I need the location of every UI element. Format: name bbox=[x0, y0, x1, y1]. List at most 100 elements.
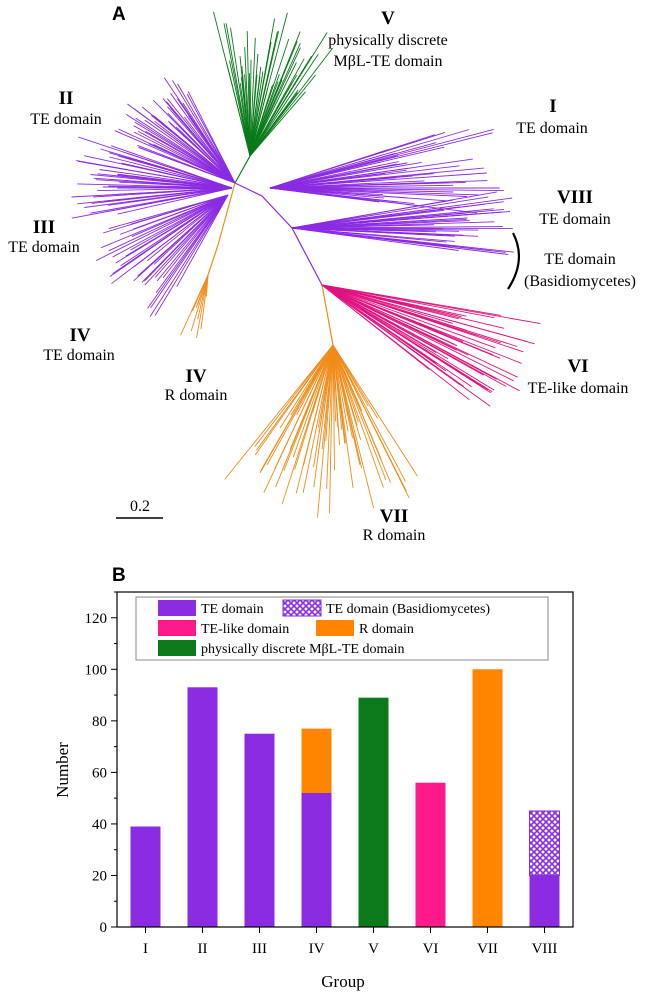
tree-branch bbox=[137, 144, 236, 184]
legend-entry: TE domain bbox=[158, 600, 264, 617]
backbone-r-vii bbox=[321, 284, 334, 346]
clade-numeral: IV bbox=[185, 366, 206, 387]
y-axis: 0 20 40 60 80 100 120 bbox=[85, 591, 117, 936]
clade-label-IV-te: IV TE domain bbox=[43, 325, 115, 364]
tree-branch bbox=[332, 344, 408, 492]
tree-branch bbox=[259, 344, 334, 474]
clade-numeral: VII bbox=[380, 506, 409, 527]
tree-branch bbox=[321, 284, 524, 353]
x-tick-label: VII bbox=[477, 941, 498, 957]
tree-branch bbox=[291, 227, 450, 248]
clade-description: MβL-TE domain bbox=[333, 53, 442, 70]
phylogenetic-tree-panel: A I TE domain II TE domain III TE domain… bbox=[8, 4, 636, 544]
tree-branch bbox=[321, 284, 485, 376]
tree-branch bbox=[108, 194, 229, 230]
bar-I-series-0 bbox=[130, 826, 161, 927]
tree-branch bbox=[321, 344, 334, 450]
tree-branches bbox=[71, 11, 541, 518]
clade-label-II: II TE domain bbox=[30, 88, 102, 128]
tree-branch bbox=[77, 160, 233, 189]
tree-branch bbox=[224, 344, 334, 480]
tree-branch bbox=[321, 284, 491, 407]
legend-swatch bbox=[316, 620, 354, 636]
tree-branch bbox=[149, 194, 229, 317]
scale-bar-label: 0.2 bbox=[130, 498, 150, 515]
clade-numeral: VIII bbox=[557, 187, 593, 208]
tree-branch bbox=[291, 227, 455, 237]
tree-branch bbox=[110, 145, 233, 189]
bar-VIII-series-0 bbox=[529, 875, 560, 927]
clade-label-basidiomycetes: TE domain (Basidiomycetes) bbox=[507, 232, 636, 290]
clade-label-VIII: VIII TE domain bbox=[539, 187, 611, 228]
y-tick-label: 120 bbox=[85, 611, 108, 627]
legend-swatch bbox=[158, 600, 196, 616]
bar-VII-series-3 bbox=[472, 669, 503, 927]
tree-branch bbox=[133, 125, 236, 184]
tree-branch bbox=[326, 344, 334, 489]
legend-label: R domain bbox=[359, 622, 414, 637]
clade-label-I: I TE domain bbox=[516, 96, 588, 137]
tree-branch bbox=[321, 284, 520, 392]
branch-group-V bbox=[213, 11, 334, 157]
tree-branch bbox=[249, 62, 297, 157]
backbone-te bbox=[234, 182, 323, 286]
tree-branch bbox=[321, 284, 492, 394]
tree-branch bbox=[249, 74, 317, 157]
clade-numeral: II bbox=[59, 88, 74, 109]
clade-description: TE-like domain bbox=[528, 380, 629, 397]
clade-description: R domain bbox=[363, 527, 426, 544]
tree-branch bbox=[291, 203, 486, 229]
y-tick-label: 0 bbox=[100, 920, 108, 936]
x-tick-label: I bbox=[143, 941, 148, 957]
tree-branch bbox=[321, 284, 473, 388]
legend-swatch bbox=[158, 640, 196, 656]
tree-branch bbox=[77, 183, 233, 189]
tree-branch bbox=[291, 196, 489, 229]
tree-branch bbox=[274, 344, 334, 470]
tree-branch bbox=[180, 274, 209, 336]
tree-branch bbox=[291, 227, 455, 242]
bar-VIII-series-1 bbox=[529, 810, 560, 876]
bracket bbox=[507, 232, 520, 290]
clade-label-VII: VII R domain bbox=[363, 506, 426, 544]
tree-branch bbox=[269, 187, 380, 203]
tree-branch bbox=[90, 187, 233, 214]
bar-II-series-0 bbox=[187, 687, 218, 927]
tree-branch bbox=[101, 194, 229, 249]
tree-branch bbox=[132, 194, 229, 268]
tree-branch bbox=[167, 112, 236, 184]
clade-description: TE domain bbox=[30, 111, 102, 128]
y-axis-label: Number bbox=[53, 742, 72, 798]
legend-entry: R domain bbox=[316, 620, 414, 637]
y-tick-label: 20 bbox=[92, 868, 107, 884]
clade-description: TE domain bbox=[516, 120, 588, 137]
y-tick-label: 100 bbox=[85, 662, 108, 678]
x-tick-label: VI bbox=[423, 941, 439, 957]
tree-branch bbox=[249, 31, 279, 157]
tree-branch bbox=[269, 187, 468, 197]
clade-description: TE domain bbox=[544, 251, 616, 268]
bar-III-series-0 bbox=[244, 733, 275, 927]
tree-branch bbox=[332, 344, 335, 471]
tree-branch bbox=[213, 11, 251, 157]
clade-description: TE domain bbox=[8, 239, 80, 256]
tree-branch bbox=[332, 344, 353, 439]
legend-entry: TE-like domain bbox=[158, 620, 289, 637]
tree-branch bbox=[269, 172, 487, 189]
y-tick-label: 40 bbox=[92, 817, 107, 833]
branch-group-VI bbox=[321, 284, 541, 407]
x-tick-label: IV bbox=[309, 941, 325, 957]
legend-label: TE-like domain bbox=[201, 622, 289, 637]
tree-branch bbox=[71, 187, 233, 198]
bar-V-series-4 bbox=[358, 697, 389, 927]
clade-description: physically discrete bbox=[328, 32, 448, 49]
tree-branch bbox=[321, 284, 460, 320]
tree-branch bbox=[269, 162, 408, 189]
clade-numeral: VI bbox=[567, 356, 588, 377]
branch-group-I bbox=[269, 128, 504, 214]
x-tick-label: V bbox=[368, 941, 379, 957]
clade-label-IV-r: IV R domain bbox=[165, 366, 228, 404]
tree-branch bbox=[249, 32, 328, 157]
tree-branch bbox=[249, 53, 319, 157]
